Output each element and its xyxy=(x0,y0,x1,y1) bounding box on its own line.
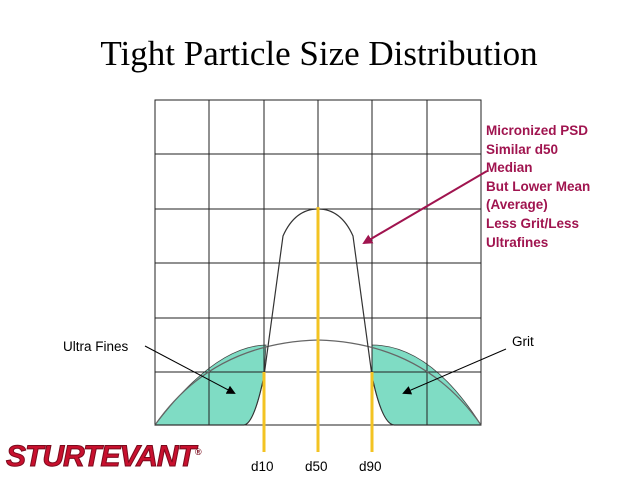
slide-title: Tight Particle Size Distribution xyxy=(100,34,538,73)
annotation-arrow xyxy=(362,170,488,245)
annotation-line: Ultrafines xyxy=(486,234,549,250)
sturtevant-logo: STURTEVANT® xyxy=(6,440,202,474)
annotation-line: But Lower Mean xyxy=(486,178,591,194)
annotation-line: Median xyxy=(486,160,533,176)
ultra-fines-label: Ultra Fines xyxy=(63,339,129,354)
annotation-line: Micronized PSD xyxy=(486,123,589,138)
annotation-line: (Average) xyxy=(486,197,548,213)
d90-label: d90 xyxy=(359,459,382,474)
logo-text: STURTEVANT xyxy=(6,440,197,474)
annotation-line: Similar d50 xyxy=(486,141,559,157)
annotation-line: Less Grit/Less xyxy=(486,215,580,231)
grit-label: Grit xyxy=(512,334,534,349)
logo-registered-mark: ® xyxy=(194,447,202,457)
ultra-fines-fill xyxy=(154,344,267,426)
grit-arrow xyxy=(402,348,507,395)
d50-label: d50 xyxy=(305,459,328,474)
ultra-fines-arrow xyxy=(144,345,236,394)
d10-label: d10 xyxy=(251,459,274,474)
micronized-psd-annotation: Micronized PSD Similar d50 Median But Lo… xyxy=(486,122,636,252)
